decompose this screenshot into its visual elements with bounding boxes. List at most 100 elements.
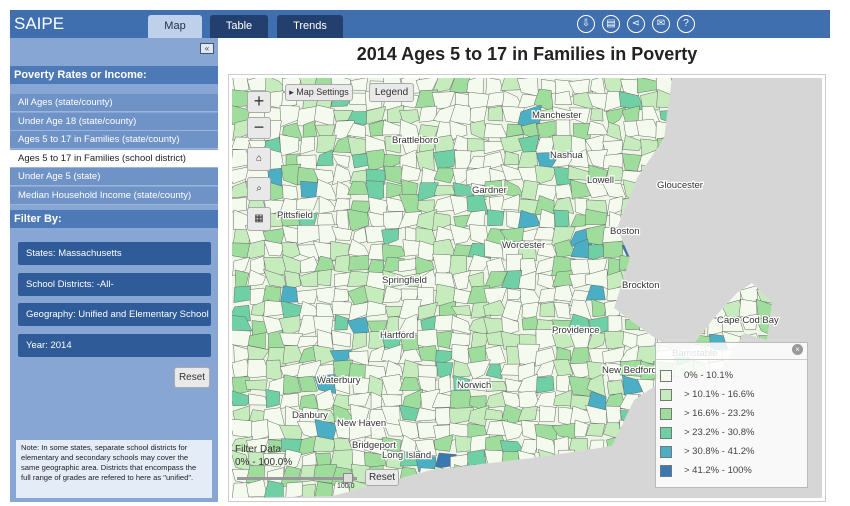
place-label: Hartford [380,330,414,341]
district [400,164,422,183]
download-icon[interactable]: ⇩ [577,15,595,33]
district [232,78,250,95]
district [265,389,280,409]
place-label: Springfield [382,275,427,286]
district [601,182,627,199]
district [397,348,423,365]
district [246,78,268,92]
zoom-in[interactable]: + [247,91,271,113]
district [383,153,404,171]
district [348,301,373,322]
district [232,314,253,332]
district [383,422,405,437]
district [368,119,387,137]
legend-swatch [660,389,672,401]
reset-button[interactable]: Reset [174,367,210,388]
share-icon[interactable]: ⋖ [627,15,645,33]
district [432,149,457,171]
district [488,195,506,212]
district [232,405,251,422]
option[interactable]: Ages 5 to 17 in Families (school distric… [10,149,218,168]
zoom-out[interactable]: − [247,117,271,139]
legend-close[interactable]: × [792,344,803,355]
collapse-button[interactable]: « [200,43,214,54]
place-label: Brattleboro [392,135,438,146]
district [334,314,350,331]
district [484,180,503,198]
option[interactable]: Ages 5 to 17 in Families (state/county) [10,131,218,149]
place-label: Nashua [550,150,583,161]
district [316,149,334,167]
district [505,253,524,273]
email-icon[interactable]: ✉ [652,15,670,33]
district [281,254,303,277]
district [433,314,455,332]
district [485,363,503,380]
district [279,198,300,214]
district [433,434,454,452]
district [398,257,418,273]
note: Note: In some states, separate school di… [16,440,212,498]
filter-button[interactable]: School Districts: -All- [18,272,211,296]
home-button[interactable]: ⌂ [247,147,271,171]
district [365,168,386,185]
tab[interactable]: Table [210,15,268,38]
map[interactable]: Manchester Nashua Brattleboro Lowell Glouces… [232,78,822,498]
district [282,374,302,395]
district [381,344,403,365]
district [621,134,644,151]
district [539,301,556,318]
district [640,91,660,111]
filter-button[interactable]: States: Massachusetts [18,242,211,265]
district [399,404,422,422]
place-label: Bridgeport [352,440,396,451]
district [285,481,304,498]
district [232,196,247,213]
district [348,392,371,407]
district [316,134,337,153]
legend-item: 0% - 10.1% [660,369,800,388]
district [262,453,286,468]
district [298,270,320,288]
district [335,180,352,200]
district [280,285,300,304]
district [539,405,557,423]
tab[interactable]: Map [148,15,202,38]
district [539,107,555,122]
district [433,167,457,184]
select-button[interactable]: ▦ [247,207,271,231]
option[interactable]: Under Age 18 (state/county) [10,112,218,131]
district [299,136,316,155]
option[interactable]: Median Household Income (state/county) [10,186,218,205]
district [519,438,540,455]
tab[interactable]: Trends [277,15,343,38]
filter-reset[interactable]: Reset [365,469,399,486]
slider-track[interactable] [237,477,357,480]
district [486,91,506,108]
map-settings-label: Map Settings [296,87,349,97]
district [317,269,332,287]
print-icon[interactable]: ▤ [602,15,620,33]
district [553,209,570,232]
filter-button[interactable]: Geography: Unified and Elementary School… [18,303,211,326]
district [506,288,524,300]
zoom-extent[interactable]: ⌕ [247,177,271,201]
district [552,359,574,377]
district [468,405,490,427]
district [449,390,473,410]
option[interactable]: Under Age 5 (state) [10,168,218,186]
legend-button[interactable]: Legend [369,83,414,102]
district [534,165,558,185]
help-icon[interactable]: ? [677,15,695,33]
filter-button[interactable]: Year: 2014 [18,333,211,357]
legend-divider [656,359,807,360]
place-label: New Bedford [602,365,657,376]
district [331,153,351,169]
slider-handle[interactable] [343,473,353,483]
district [232,436,253,452]
district [570,214,589,228]
map-settings[interactable]: ▸ Map Settings [285,84,353,101]
option[interactable]: All Ages (state/county) [10,94,218,112]
district [296,196,319,211]
district [314,374,336,394]
